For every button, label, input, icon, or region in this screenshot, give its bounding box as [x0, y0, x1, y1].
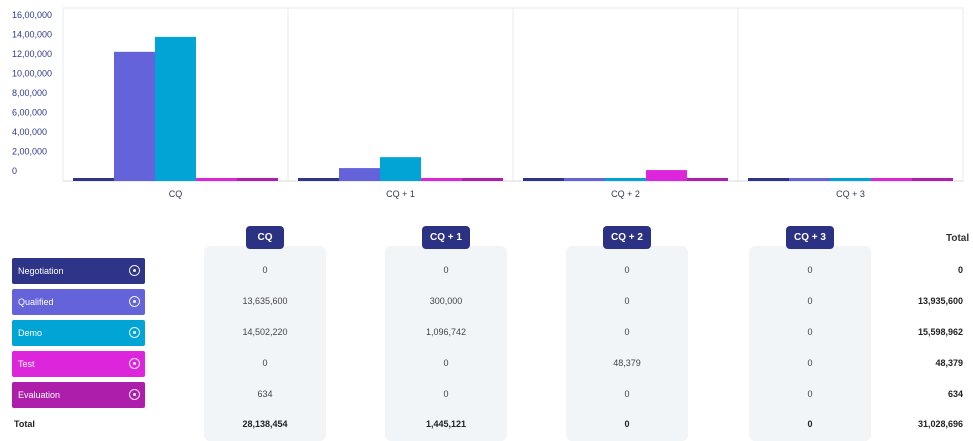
eye-icon[interactable]: [129, 265, 140, 276]
bar-test-2[interactable]: [646, 170, 687, 181]
bar-test-3[interactable]: [871, 178, 912, 181]
legend-item-demo[interactable]: Demo: [12, 320, 145, 346]
table-cell: 0: [807, 265, 813, 275]
table-cell: 1,096,742: [425, 327, 467, 337]
row-total: 15,598,962: [917, 327, 963, 337]
x-tick-label: CQ + 2: [611, 189, 640, 199]
table-cell: 13,635,600: [242, 296, 288, 306]
column-tab-1[interactable]: CQ + 1: [422, 226, 470, 249]
bar-demo-0[interactable]: [155, 36, 196, 181]
table-cell: 0: [443, 265, 449, 275]
bar-negotiation-0[interactable]: [73, 178, 114, 181]
x-tick-label: CQ + 1: [386, 189, 415, 199]
bar-demo-1[interactable]: [380, 157, 421, 181]
table-cell: 0: [624, 265, 630, 275]
column-tab-3[interactable]: CQ + 3: [786, 226, 834, 249]
table-cell: 0: [807, 358, 813, 368]
total-row-label: Total: [14, 419, 35, 429]
legend-item-test[interactable]: Test: [12, 351, 145, 377]
bar-negotiation-3[interactable]: [748, 178, 789, 181]
table-cell: 0: [443, 389, 449, 399]
table-cell: 634: [257, 389, 273, 399]
legend-item-evaluation[interactable]: Evaluation: [12, 382, 145, 408]
table-cell: 0: [624, 327, 630, 337]
y-tick-label: 10,00,000: [12, 69, 52, 79]
bar-qualified-3[interactable]: [789, 178, 830, 181]
total-column-header: Total: [946, 233, 970, 244]
eye-icon[interactable]: [129, 327, 140, 338]
x-tick-label: CQ: [169, 189, 183, 199]
eye-icon[interactable]: [129, 358, 140, 369]
row-total: 48,379: [935, 358, 963, 368]
bar-demo-2[interactable]: [605, 178, 646, 181]
column-background: [204, 246, 326, 441]
table-cell: 48,379: [613, 358, 641, 368]
column-background: [749, 246, 871, 441]
bar-evaluation-2[interactable]: [687, 178, 728, 181]
x-tick-label: CQ + 3: [836, 189, 865, 199]
y-tick-label: 16,00,000: [12, 10, 52, 20]
column-total: 0: [807, 419, 813, 429]
eye-icon[interactable]: [129, 296, 140, 307]
bar-qualified-0[interactable]: [114, 51, 155, 181]
bar-evaluation-0[interactable]: [237, 178, 278, 181]
column-total: 1,445,121: [425, 419, 467, 429]
table-cell: 0: [262, 265, 268, 275]
y-tick-label: 2,00,000: [12, 147, 47, 157]
column-total: 28,138,454: [242, 419, 288, 429]
table-cell: 0: [807, 296, 813, 306]
table-cell: 0: [443, 358, 449, 368]
column-tab-2[interactable]: CQ + 2: [603, 226, 651, 249]
bar-qualified-2[interactable]: [564, 178, 605, 181]
column-background: [385, 246, 507, 441]
bar-evaluation-3[interactable]: [912, 178, 953, 181]
column-background: [566, 246, 688, 441]
row-total: 0: [957, 265, 963, 275]
eye-icon[interactable]: [129, 389, 140, 400]
table-cell: 300,000: [429, 296, 463, 306]
table-cell: 0: [807, 327, 813, 337]
legend-item-negotiation[interactable]: Negotiation: [12, 258, 145, 284]
table-cell: 0: [624, 389, 630, 399]
grand-total: 31,028,696: [917, 419, 963, 429]
y-tick-label: 6,00,000: [12, 108, 47, 118]
legend-item-qualified[interactable]: Qualified: [12, 289, 145, 315]
y-tick-label: 0: [12, 166, 17, 176]
column-total: 0: [624, 419, 630, 429]
bar-test-1[interactable]: [421, 178, 462, 181]
table-cell: 0: [624, 296, 630, 306]
table-cell: 0: [262, 358, 268, 368]
bar-test-0[interactable]: [196, 178, 237, 181]
y-tick-label: 14,00,000: [12, 30, 52, 40]
table-cell: 0: [807, 389, 813, 399]
bar-evaluation-1[interactable]: [462, 178, 503, 181]
bar-qualified-1[interactable]: [339, 168, 380, 181]
table-cell: 14,502,220: [242, 327, 288, 337]
y-tick-label: 12,00,000: [12, 49, 52, 59]
y-tick-label: 4,00,000: [12, 127, 47, 137]
bar-negotiation-1[interactable]: [298, 178, 339, 181]
y-tick-label: 8,00,000: [12, 88, 47, 98]
bar-demo-3[interactable]: [830, 178, 871, 181]
row-total: 13,935,600: [917, 296, 963, 306]
row-total: 634: [947, 389, 963, 399]
bar-chart: 0 2,00,000 4,00,000 6,00,000 8,00,000 10,00,0…: [12, 7, 964, 199]
bar-negotiation-2[interactable]: [523, 178, 564, 181]
column-tab-0[interactable]: CQ: [246, 226, 284, 249]
